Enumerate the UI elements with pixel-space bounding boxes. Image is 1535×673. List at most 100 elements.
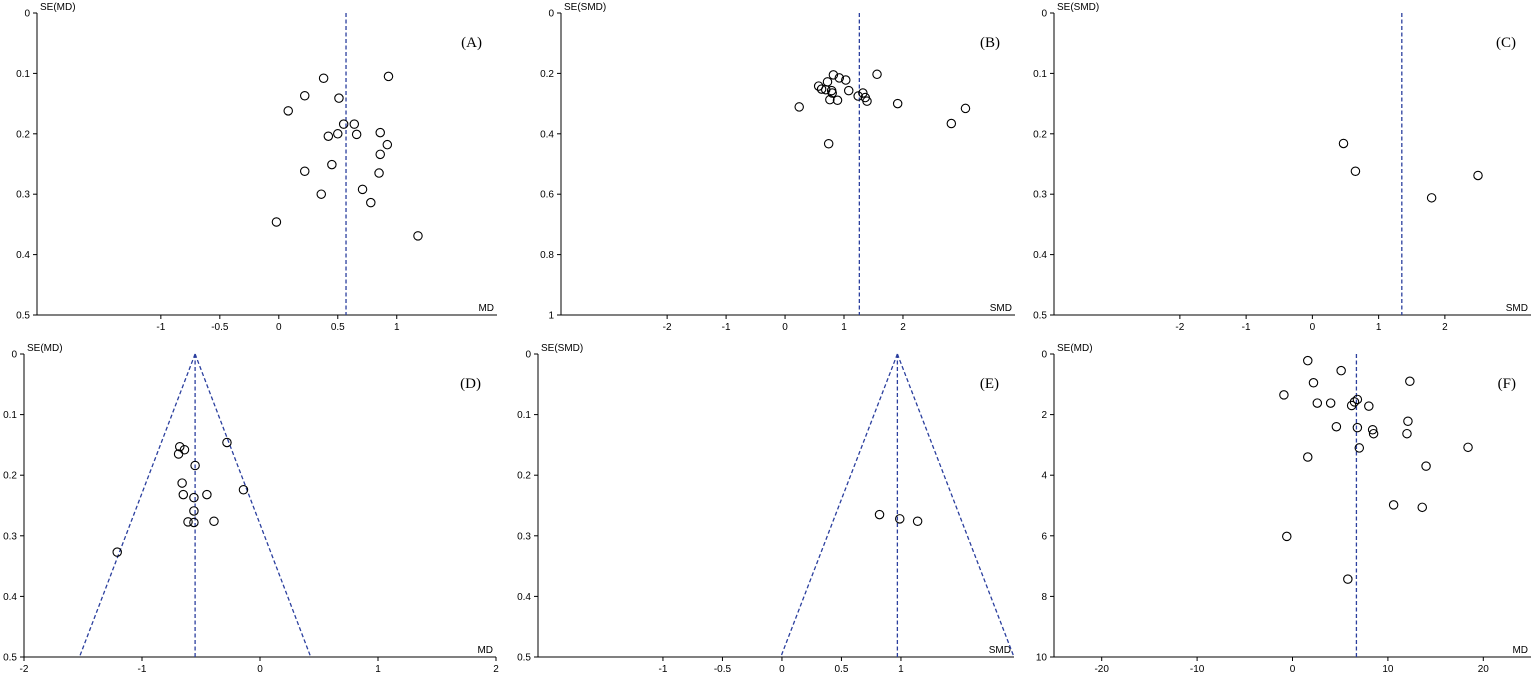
y-tick-label: 0.4	[517, 592, 531, 603]
y-tick-label: 0.8	[540, 250, 554, 261]
panel-label: (C)	[1496, 35, 1516, 51]
y-tick-label: 0	[525, 350, 531, 361]
panel-label: (A)	[461, 35, 482, 51]
x-tick-label: 2	[493, 664, 499, 673]
y-tick-label: 2	[1041, 410, 1047, 421]
study-point	[1336, 365, 1346, 376]
y-tick-label: 10	[1036, 653, 1048, 664]
x-tick-label: 0	[1310, 322, 1316, 333]
study-point	[1331, 421, 1342, 432]
study-point	[178, 489, 189, 500]
y-tick-label: 0.3	[517, 531, 531, 542]
study-point	[375, 127, 385, 138]
x-tick-label: -1	[138, 664, 147, 673]
study-point	[1343, 574, 1353, 584]
x-tick-label: 10	[1382, 664, 1394, 673]
x-tick-label: 0.5	[331, 322, 345, 333]
study-point	[334, 93, 344, 103]
study-point	[1338, 138, 1349, 149]
y-tick-label: 0.5	[517, 653, 531, 664]
y-axis-title: SE(SMD)	[541, 343, 583, 354]
study-point	[1417, 502, 1427, 513]
study-point	[1473, 170, 1483, 181]
study-point	[189, 492, 199, 503]
y-axis-title: SE(SMD)	[564, 2, 606, 13]
study-point	[841, 75, 851, 85]
y-tick-label: 0.4	[540, 129, 554, 140]
study-point	[283, 106, 293, 116]
y-tick-label: 0.1	[3, 410, 17, 421]
study-point	[834, 73, 845, 83]
x-axis-title: MD	[1512, 645, 1528, 656]
y-tick-label: 0.3	[16, 190, 30, 201]
y-tick-label: 0.5	[1033, 311, 1047, 322]
x-tick-label: -0.5	[211, 322, 229, 333]
study-point	[413, 231, 423, 241]
study-point	[946, 118, 957, 129]
study-point	[823, 139, 834, 149]
study-point	[1426, 193, 1437, 203]
study-point	[832, 95, 843, 106]
study-point	[853, 91, 863, 101]
panel-label: (F)	[1498, 376, 1516, 392]
funnel-plot-panel: 0 0.1 0.2 0.3 0.4 0.5-2 -1 0 1 2 SE(MD) MD (D)	[3, 343, 499, 673]
x-tick-label: 2	[1442, 322, 1448, 333]
study-point	[375, 149, 385, 160]
y-tick-label: 4	[1041, 471, 1047, 482]
study-point	[1463, 442, 1473, 453]
x-tick-label: -10	[1190, 664, 1205, 673]
study-point	[1364, 401, 1374, 411]
y-tick-label: 0.5	[16, 311, 30, 322]
study-point	[183, 517, 193, 527]
study-point	[271, 217, 282, 227]
y-tick-label: 0	[11, 350, 17, 361]
funnel-plot-panel: 0 0.1 0.2 0.3 0.4 0.5 -2 -1 0 1 2 SE(SMD) SMD (C)	[1033, 2, 1531, 333]
study-point	[1352, 394, 1363, 405]
study-point	[1403, 416, 1413, 427]
study-point	[827, 88, 837, 98]
study-point	[357, 184, 368, 195]
study-point	[374, 168, 384, 178]
study-point	[209, 516, 219, 527]
study-point	[1368, 428, 1379, 439]
y-axis-title: SE(SMD)	[1057, 2, 1099, 13]
study-point	[1350, 166, 1361, 176]
y-tick-label: 0.2	[1033, 129, 1047, 140]
x-tick-label: -0.5	[714, 664, 732, 673]
y-tick-label: 0.2	[540, 69, 554, 80]
study-point	[1303, 452, 1313, 462]
x-tick-label: -1	[658, 664, 667, 673]
study-point	[299, 90, 310, 101]
y-tick-label: 0.6	[540, 190, 554, 201]
study-point	[177, 478, 187, 488]
study-point	[1312, 398, 1323, 408]
x-tick-label: 0	[782, 322, 788, 333]
x-tick-label: -1	[722, 322, 731, 333]
study-point	[338, 119, 349, 129]
y-tick-label: 0.2	[517, 471, 531, 482]
funnel-plot-panel: 0 0.2 0.4 0.6 0.8 1 -2 -1 0 1 2 SE(SMD) SMD (B)	[540, 2, 1015, 333]
x-tick-label: 0	[1290, 664, 1296, 673]
x-axis-title: SMD	[990, 303, 1012, 314]
funnel-plot-panel: 0 0.1 0.2 0.3 0.4 0.5 -1 -0.5 0 0.5 1 SE(MD) MD (A)	[16, 2, 497, 333]
study-point	[316, 189, 327, 199]
study-point	[349, 119, 360, 129]
y-tick-label: 0.4	[1033, 250, 1047, 261]
x-tick-label: 1	[394, 322, 400, 333]
study-point	[173, 449, 184, 459]
study-point	[858, 88, 868, 98]
study-point	[202, 489, 212, 500]
study-point	[1388, 500, 1399, 510]
study-point	[333, 129, 343, 139]
y-tick-label: 0.3	[3, 531, 17, 542]
study-point	[189, 506, 199, 516]
study-point	[822, 77, 833, 87]
study-point	[862, 96, 872, 106]
study-point	[912, 516, 923, 527]
study-point	[1346, 400, 1357, 411]
y-tick-label: 0.1	[517, 410, 531, 421]
y-tick-label: 0	[1041, 350, 1047, 361]
study-point	[190, 460, 200, 471]
study-point	[828, 70, 839, 80]
